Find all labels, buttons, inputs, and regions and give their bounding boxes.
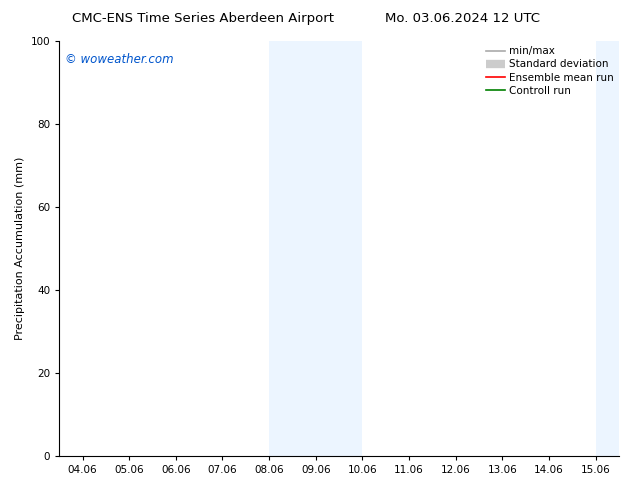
Bar <box>269 41 363 456</box>
Y-axis label: Precipitation Accumulation (mm): Precipitation Accumulation (mm) <box>15 157 25 340</box>
Bar <box>596 41 634 456</box>
Text: Mo. 03.06.2024 12 UTC: Mo. 03.06.2024 12 UTC <box>385 12 540 25</box>
Text: CMC-ENS Time Series Aberdeen Airport: CMC-ENS Time Series Aberdeen Airport <box>72 12 334 25</box>
Text: © woweather.com: © woweather.com <box>65 53 174 67</box>
Legend: min/max, Standard deviation, Ensemble mean run, Controll run: min/max, Standard deviation, Ensemble me… <box>483 43 617 99</box>
